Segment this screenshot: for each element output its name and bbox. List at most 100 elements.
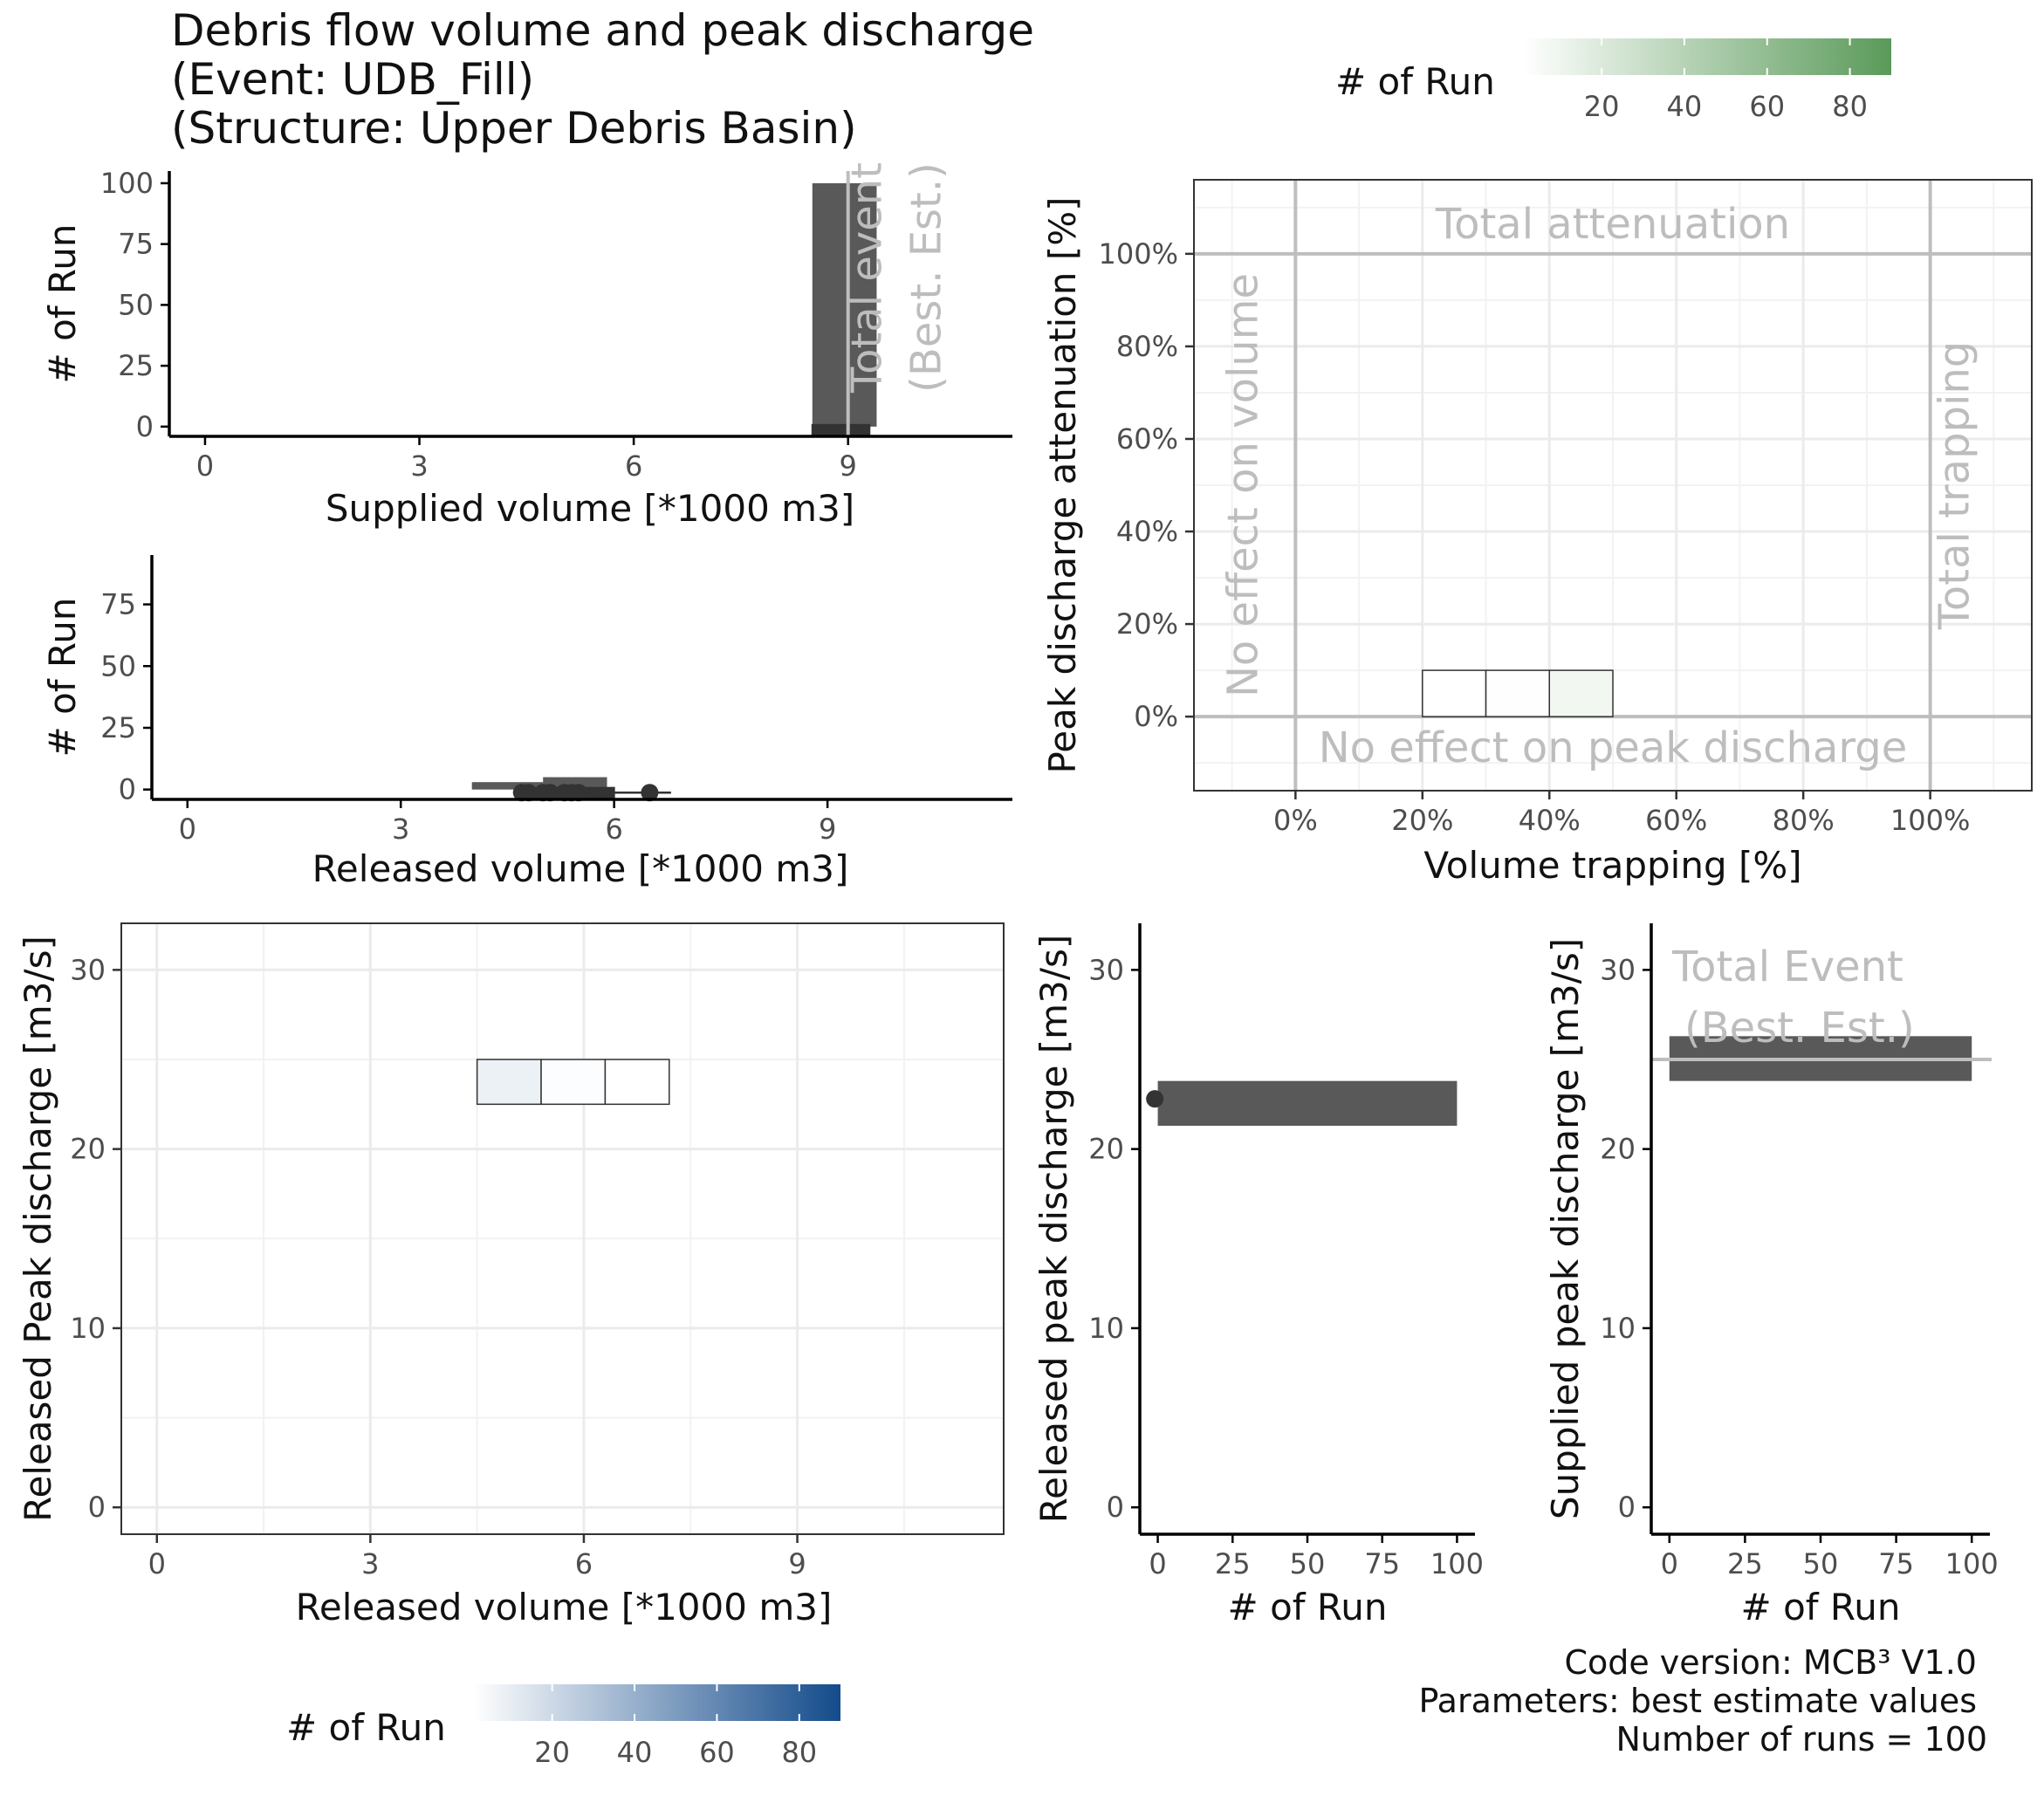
- y-tick-label: 25: [118, 349, 154, 382]
- y-tick-label: 30: [70, 953, 106, 986]
- panel-volume-vs-peak: 0 3 6 9 0 10 20 30 Released volume [*1000 m3] Rel…: [17, 922, 1005, 1628]
- y-tick-label: 0: [136, 410, 154, 443]
- legend-green: # of Run 20 40 60 80: [1335, 38, 1891, 123]
- y-tick-label: 20: [1600, 1133, 1636, 1166]
- y-tick-label: 20: [1088, 1133, 1124, 1166]
- annotation-total-trapping: Total trapping: [1930, 341, 1979, 631]
- x-tick-label: 3: [410, 449, 428, 483]
- legend-tick-label: 20: [534, 1736, 570, 1769]
- legend-blue: # of Run 20 40 60 80: [286, 1684, 840, 1769]
- legend-blue-title: # of Run: [286, 1706, 446, 1749]
- gridlines: [121, 923, 1004, 1534]
- panel-supplied-volume: Total event (Best. Est.) 0 3 6 9 0 25 50 75 100 Sup…: [41, 162, 1012, 530]
- outlier-point: [541, 784, 559, 802]
- legend-tick-label: 60: [1749, 90, 1785, 123]
- legend-tick-label: 80: [781, 1736, 817, 1769]
- x-tick-label: 40%: [1519, 804, 1581, 837]
- legend-tick-label: 20: [1584, 90, 1620, 123]
- y-axis-title: Released peak discharge [m3/s]: [1032, 935, 1075, 1524]
- legend-green-title: # of Run: [1335, 60, 1495, 103]
- x-tick-label: 6: [575, 1547, 593, 1580]
- x-tick-label: 0: [1661, 1547, 1678, 1580]
- legend-blue-colorbar: [474, 1684, 840, 1721]
- heatmap-cell: [1548, 669, 1614, 717]
- y-axis-title: Peak discharge attenuation [%]: [1041, 196, 1084, 773]
- y-tick-label: 75: [100, 588, 136, 621]
- y-tick-label: 100%: [1099, 237, 1178, 271]
- outlier-point: [641, 784, 659, 802]
- y-tick-label: 0: [1618, 1491, 1636, 1524]
- chart-title-line3: (Structure: Upper Debris Basin): [171, 103, 857, 154]
- panel-released-peak: 0 25 50 75 100 0 10 20 30 # of Run Released peak d…: [1032, 923, 1484, 1628]
- annotation-total-attenuation: Total attenuation: [1435, 200, 1790, 249]
- y-tick-label: 50: [100, 649, 136, 682]
- heatmap-cell: [1485, 669, 1551, 717]
- y-axis-title: # of Run: [41, 598, 84, 758]
- y-tick-label: 10: [70, 1312, 106, 1345]
- x-tick-label: 0%: [1273, 804, 1318, 837]
- heatmap-cell: [604, 1059, 670, 1106]
- y-tick-label: 0%: [1134, 700, 1178, 733]
- x-axis-title: # of Run: [1741, 1586, 1901, 1628]
- y-tick-label: 0: [119, 773, 136, 806]
- x-tick-label: 50: [1290, 1547, 1326, 1580]
- chart-title-line2: (Event: UDB_Fill): [171, 54, 534, 105]
- x-tick-label: 60%: [1645, 804, 1707, 837]
- y-tick-label: 75: [118, 228, 154, 261]
- caption-parameters: Parameters: best estimate values: [1418, 1682, 1977, 1720]
- legend-tick-label: 60: [699, 1736, 735, 1769]
- y-tick-label: 20%: [1116, 607, 1178, 641]
- x-tick-label: 25: [1215, 1547, 1251, 1580]
- reference-label-line1: Total event: [843, 162, 892, 394]
- histogram-bar: [471, 782, 544, 790]
- x-tick-label: 9: [840, 449, 857, 483]
- y-tick-label: 60%: [1116, 422, 1178, 456]
- panel-released-volume: 0 3 6 9 0 25 50 75 Released volume [*1000 m3] # o…: [41, 555, 1012, 890]
- reference-label-line2: (Best. Est.): [902, 162, 951, 393]
- x-tick-label: 50: [1803, 1547, 1839, 1580]
- panel-background: [121, 923, 1004, 1534]
- y-tick-label: 0: [88, 1491, 106, 1524]
- reference-label-line1: Total Event: [1671, 943, 1903, 991]
- x-tick-label: 9: [788, 1547, 806, 1580]
- panel-border: [1193, 179, 2033, 792]
- y-tick-label: 80%: [1116, 330, 1178, 363]
- outlier-point: [1146, 1090, 1164, 1108]
- histogram-bar: [812, 182, 877, 427]
- legend-tick-label: 40: [617, 1736, 653, 1769]
- y-tick-label: 100: [100, 167, 154, 200]
- y-tick-label: 25: [100, 711, 136, 744]
- boxplot-box: [811, 423, 871, 435]
- caption-code-version: Code version: MCB³ V1.0: [1564, 1643, 1977, 1682]
- x-tick-label: 6: [625, 449, 642, 483]
- x-axis-title: Volume trapping [%]: [1423, 844, 1801, 887]
- y-tick-label: 30: [1600, 953, 1636, 986]
- y-tick-label: 40%: [1116, 515, 1178, 548]
- x-tick-label: 0: [196, 449, 214, 483]
- x-axis-title: Released volume [*1000 m3]: [312, 847, 849, 890]
- legend-green-colorbar: [1523, 38, 1891, 75]
- caption-runs: Number of runs = 100: [1615, 1720, 1987, 1758]
- x-tick-label: 100: [1945, 1547, 1999, 1580]
- outlier-point: [569, 784, 587, 802]
- x-tick-label: 0: [148, 1547, 166, 1580]
- y-axis-title: Released Peak discharge [m3/s]: [17, 936, 59, 1522]
- x-tick-label: 9: [819, 812, 836, 846]
- y-axis-title: # of Run: [41, 224, 84, 384]
- x-tick-label: 3: [392, 812, 409, 846]
- chart-title-line1: Debris flow volume and peak discharge: [171, 5, 1034, 56]
- y-tick-label: 20: [70, 1133, 106, 1166]
- y-tick-label: 50: [118, 288, 154, 321]
- y-tick-label: 0: [1107, 1491, 1124, 1524]
- heatmap-cell: [540, 1059, 607, 1106]
- x-tick-label: 25: [1727, 1547, 1763, 1580]
- heatmap-cell: [476, 1059, 542, 1106]
- y-tick-label: 30: [1088, 953, 1124, 986]
- legend-tick-label: 80: [1832, 90, 1868, 123]
- annotation-no-effect-peak: No effect on peak discharge: [1319, 723, 1908, 772]
- x-tick-label: 0: [179, 812, 196, 846]
- x-axis-title: # of Run: [1228, 1586, 1388, 1628]
- panel-supplied-peak: Total Event (Best. Est.) 0 25 50 75 100 0 10 20 30…: [1544, 923, 1999, 1628]
- y-tick-label: 10: [1088, 1312, 1124, 1345]
